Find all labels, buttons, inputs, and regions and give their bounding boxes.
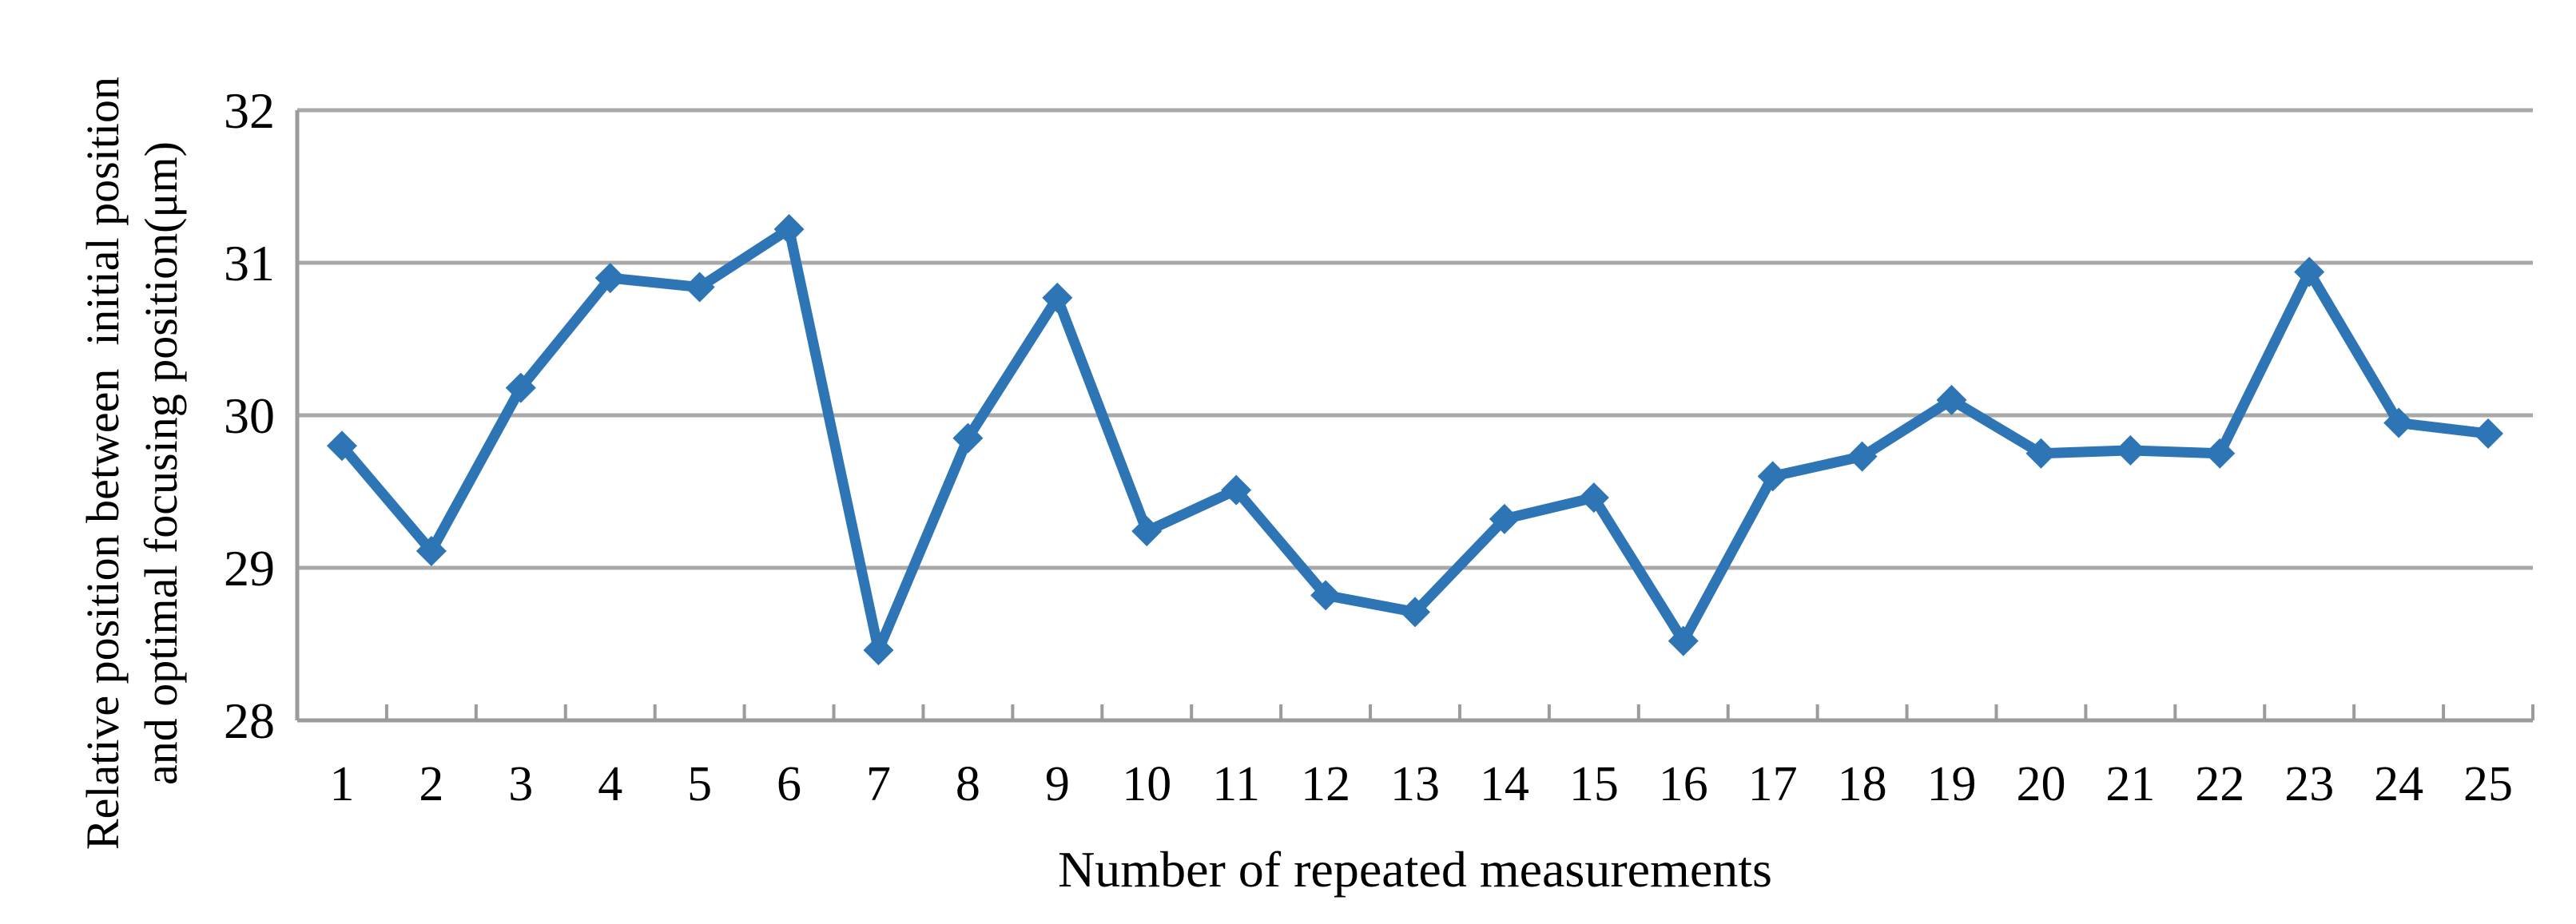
data-point-marker bbox=[2294, 256, 2325, 288]
x-tick-label: 18 bbox=[1838, 757, 1887, 811]
data-point-marker bbox=[1668, 625, 1699, 656]
x-tick-label: 15 bbox=[1569, 757, 1619, 811]
data-point-marker bbox=[1221, 474, 1252, 506]
data-point-marker bbox=[1042, 282, 1073, 313]
data-point-marker bbox=[415, 535, 447, 566]
x-tick-label: 10 bbox=[1122, 757, 1171, 811]
y-axis-title: Relative position between initial positi… bbox=[74, 24, 193, 902]
x-tick-label: 1 bbox=[329, 757, 354, 811]
y-tick-label: 28 bbox=[224, 692, 275, 749]
x-tick-label: 12 bbox=[1301, 757, 1350, 811]
data-point-marker bbox=[326, 430, 357, 462]
data-point-marker bbox=[1936, 384, 1967, 415]
data-point-marker bbox=[2383, 407, 2415, 438]
x-tick-label: 25 bbox=[2463, 757, 2513, 811]
y-tick-label: 32 bbox=[224, 82, 275, 139]
data-point-marker bbox=[1131, 516, 1163, 547]
x-tick-label: 19 bbox=[1927, 757, 1977, 811]
data-point-marker bbox=[952, 422, 984, 454]
x-tick-label: 6 bbox=[777, 757, 801, 811]
data-point-marker bbox=[1310, 580, 1342, 611]
data-point-marker bbox=[1489, 503, 1520, 534]
data-point-marker bbox=[1578, 482, 1609, 514]
x-axis-title: Number of repeated measurements bbox=[1058, 841, 1772, 898]
x-tick-label: 22 bbox=[2195, 757, 2244, 811]
data-point-marker bbox=[863, 635, 894, 666]
x-tick-label: 2 bbox=[419, 757, 443, 811]
data-point-marker bbox=[2204, 438, 2236, 469]
data-point-marker bbox=[684, 272, 715, 303]
data-line bbox=[336, 224, 2494, 656]
x-tick-label: 17 bbox=[1748, 757, 1798, 811]
y-axis-title-line1: Relative position between initial positi… bbox=[77, 76, 129, 851]
x-tick-label: 21 bbox=[2105, 757, 2155, 811]
x-tick-label: 16 bbox=[1659, 757, 1708, 811]
data-point-marker bbox=[594, 263, 626, 294]
x-tick-label: 8 bbox=[956, 757, 980, 811]
x-tick-label: 4 bbox=[598, 757, 622, 811]
data-point-marker bbox=[1757, 461, 1788, 492]
x-tick-label: 20 bbox=[2016, 757, 2065, 811]
x-tick-label: 24 bbox=[2374, 757, 2423, 811]
x-tick-label: 14 bbox=[1480, 757, 1529, 811]
data-point-marker bbox=[2115, 434, 2146, 466]
y-tick-label: 29 bbox=[224, 540, 275, 597]
y-tick-label: 31 bbox=[224, 235, 275, 291]
data-point-marker bbox=[2025, 438, 2057, 469]
data-point-marker bbox=[773, 213, 805, 244]
x-tick-label: 5 bbox=[687, 757, 712, 811]
x-tick-label: 11 bbox=[1212, 757, 1260, 811]
x-tick-label: 23 bbox=[2284, 757, 2334, 811]
x-tick-label: 3 bbox=[508, 757, 533, 811]
data-point-marker bbox=[1847, 441, 1878, 472]
y-tick-label: 30 bbox=[224, 387, 275, 444]
y-axis-title-line2: and optimal focusing position(μm) bbox=[135, 141, 187, 785]
x-tick-label: 7 bbox=[866, 757, 891, 811]
data-point-marker bbox=[1400, 597, 1430, 628]
data-point-marker bbox=[2473, 418, 2504, 449]
x-tick-label: 9 bbox=[1045, 757, 1070, 811]
x-tick-label: 13 bbox=[1390, 757, 1440, 811]
data-point-marker bbox=[505, 372, 536, 403]
